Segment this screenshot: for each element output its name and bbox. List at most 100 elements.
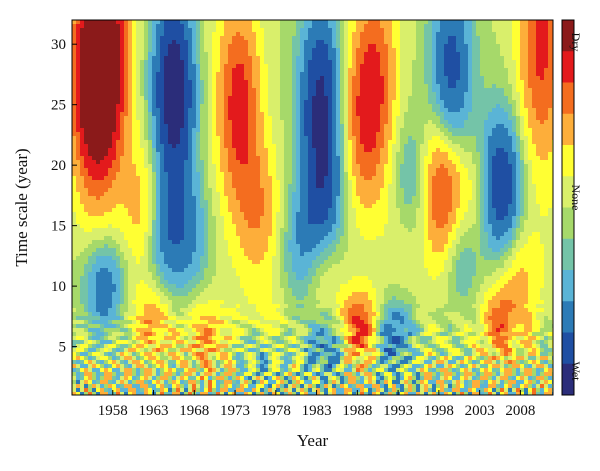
heatmap-cell <box>276 100 281 105</box>
heatmap-cell <box>176 80 181 85</box>
heatmap-cell <box>116 132 121 137</box>
heatmap-cell <box>524 76 529 81</box>
heatmap-cell <box>460 68 465 73</box>
heatmap-cell <box>404 120 409 125</box>
heatmap-cell <box>380 104 385 109</box>
heatmap-cell <box>416 40 421 45</box>
heatmap-cell <box>324 160 329 165</box>
heatmap-cell <box>284 40 289 45</box>
heatmap-cell <box>240 112 245 117</box>
heatmap-cell <box>168 176 173 181</box>
heatmap-cell <box>112 132 117 137</box>
heatmap-cell <box>504 80 509 85</box>
heatmap-cell <box>108 32 113 37</box>
heatmap-cell <box>504 92 509 97</box>
heatmap-cell <box>180 40 185 45</box>
heatmap-cell <box>272 132 277 137</box>
heatmap-cell <box>192 152 197 157</box>
heatmap-cell <box>160 136 165 141</box>
heatmap-cell <box>368 132 373 137</box>
heatmap-cell <box>216 124 221 129</box>
heatmap-cell <box>232 148 237 153</box>
heatmap-cell <box>408 164 413 169</box>
heatmap-cell <box>508 32 513 37</box>
heatmap-cell <box>444 80 449 85</box>
heatmap-cell <box>444 128 449 133</box>
heatmap-cell <box>480 60 485 65</box>
heatmap-cell <box>456 108 461 113</box>
heatmap-cell <box>420 156 425 161</box>
heatmap-cell <box>128 164 133 169</box>
heatmap-cell <box>384 132 389 137</box>
heatmap-cell <box>496 84 501 89</box>
heatmap-cell <box>132 80 137 85</box>
heatmap-cell <box>148 172 153 177</box>
heatmap-cell <box>396 180 401 185</box>
heatmap-cell <box>92 164 97 169</box>
heatmap-cell <box>80 112 85 117</box>
heatmap-cell <box>260 116 265 121</box>
heatmap-cell <box>472 164 477 169</box>
heatmap-cell <box>336 156 341 161</box>
heatmap-cell <box>208 80 213 85</box>
heatmap-cell <box>520 176 525 181</box>
heatmap-cell <box>492 76 497 81</box>
heatmap-cell <box>80 140 85 145</box>
heatmap-cell <box>508 68 513 73</box>
heatmap-cell <box>128 148 133 153</box>
heatmap-cell <box>228 64 233 69</box>
heatmap-cell <box>420 56 425 61</box>
heatmap-cell <box>112 44 117 49</box>
heatmap-cell <box>528 136 533 141</box>
heatmap-cell <box>104 88 109 93</box>
heatmap-cell <box>540 44 545 49</box>
heatmap-cell <box>96 28 101 33</box>
heatmap-cell <box>364 56 369 61</box>
heatmap-cell <box>336 112 341 117</box>
heatmap-cell <box>180 80 185 85</box>
heatmap-cell <box>320 60 325 65</box>
heatmap-cell <box>424 88 429 93</box>
heatmap-cell <box>388 148 393 153</box>
heatmap-cell <box>232 80 237 85</box>
heatmap-cell <box>444 152 449 157</box>
heatmap-cell <box>324 168 329 173</box>
heatmap-cell <box>116 44 121 49</box>
heatmap-cell <box>228 132 233 137</box>
heatmap-cell <box>400 148 405 153</box>
heatmap-cell <box>124 40 129 45</box>
heatmap-cell <box>528 72 533 77</box>
heatmap-cell <box>464 76 469 81</box>
heatmap-cell <box>404 128 409 133</box>
heatmap-cell <box>164 100 169 105</box>
heatmap-cell <box>436 108 441 113</box>
heatmap-cell <box>184 56 189 61</box>
heatmap-cell <box>328 80 333 85</box>
heatmap-cell <box>348 156 353 161</box>
heatmap-cell <box>132 140 137 145</box>
heatmap-cell <box>520 148 525 153</box>
heatmap-cell <box>488 28 493 33</box>
heatmap-cell <box>212 56 217 61</box>
heatmap-cell <box>208 124 213 129</box>
heatmap-cell <box>100 36 105 41</box>
heatmap-cell <box>244 156 249 161</box>
heatmap-cell <box>224 44 229 49</box>
heatmap-cell <box>352 80 357 85</box>
heatmap-cell <box>380 116 385 121</box>
heatmap-cell <box>412 68 417 73</box>
heatmap-cell <box>268 68 273 73</box>
heatmap-cell <box>136 80 141 85</box>
heatmap-cell <box>348 152 353 157</box>
heatmap-cell <box>464 80 469 85</box>
heatmap-cell <box>516 100 521 105</box>
heatmap-cell <box>324 152 329 157</box>
heatmap-cell <box>404 164 409 169</box>
heatmap-cell <box>460 112 465 117</box>
heatmap-cell <box>112 168 117 173</box>
heatmap-cell <box>516 136 521 141</box>
heatmap-cell <box>504 104 509 109</box>
heatmap-cell <box>176 176 181 181</box>
heatmap-cell <box>184 184 189 189</box>
heatmap-cell <box>224 64 229 69</box>
